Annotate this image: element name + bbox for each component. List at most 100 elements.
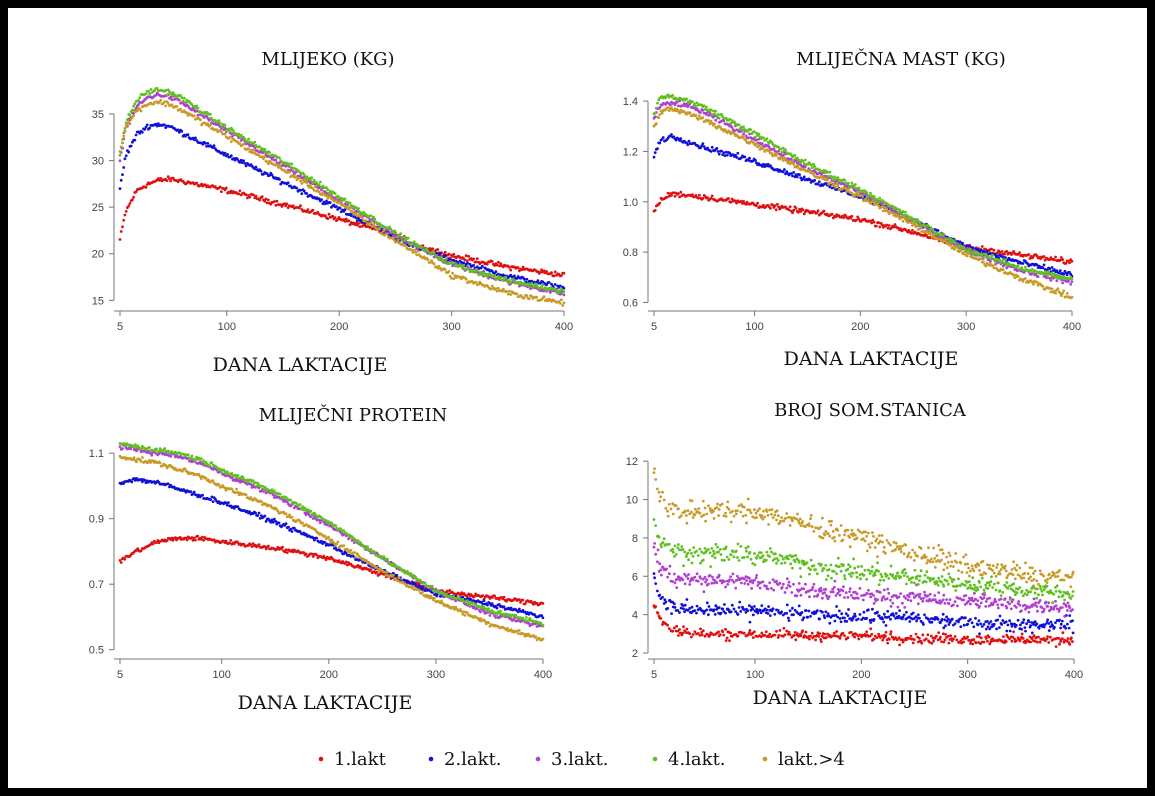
y-tick-label: 0.7 <box>89 579 104 591</box>
panel-title: MLIJEČNA MAST (KG) <box>796 47 1005 70</box>
data-point <box>1061 291 1064 295</box>
data-point <box>539 270 542 274</box>
data-point <box>495 263 499 267</box>
data-point <box>196 106 200 110</box>
data-point <box>1046 274 1049 277</box>
data-point <box>992 248 996 252</box>
data-point <box>128 122 132 126</box>
data-point <box>134 106 138 110</box>
x-tick-label: 400 <box>1063 321 1081 333</box>
data-point <box>302 173 306 177</box>
data-point <box>984 264 988 268</box>
data-point <box>527 285 531 288</box>
data-point <box>654 122 658 126</box>
data-point <box>143 478 147 482</box>
data-point <box>452 277 456 280</box>
data-point <box>148 446 151 449</box>
data-point <box>209 498 213 501</box>
data-point <box>535 295 539 299</box>
data-point <box>452 261 456 265</box>
data-point <box>464 277 468 281</box>
data-point <box>118 159 122 163</box>
data-point <box>451 271 454 275</box>
data-point <box>673 194 677 198</box>
data-point <box>836 176 840 180</box>
data-point <box>493 594 496 598</box>
data-point <box>843 179 847 182</box>
data-point <box>253 140 257 144</box>
data-point <box>515 292 519 296</box>
data-point <box>223 151 227 155</box>
data-point <box>246 196 249 200</box>
data-point <box>305 175 309 179</box>
data-point <box>1062 272 1066 276</box>
data-point <box>254 481 257 484</box>
data-point <box>447 252 451 256</box>
data-point <box>274 158 278 162</box>
data-point <box>536 279 540 282</box>
data-point <box>358 225 362 229</box>
data-point <box>558 284 562 288</box>
data-point <box>326 217 330 221</box>
data-point <box>382 555 386 558</box>
data-point <box>540 285 543 289</box>
data-point <box>366 545 369 548</box>
data-point <box>369 214 373 218</box>
data-point <box>208 112 212 116</box>
data-point <box>495 289 499 293</box>
data-point <box>717 116 721 120</box>
data-point <box>813 165 816 168</box>
data-point <box>195 181 199 185</box>
data-point <box>781 154 785 157</box>
data-point <box>791 160 794 163</box>
data-point <box>279 182 283 186</box>
data-point <box>795 175 799 179</box>
data-point <box>228 130 232 133</box>
data-point <box>798 173 801 177</box>
data-point <box>333 216 337 220</box>
data-point <box>502 605 506 609</box>
data-point <box>164 89 168 92</box>
data-point <box>467 254 471 258</box>
data-point <box>315 181 318 184</box>
data-point <box>776 202 779 206</box>
data-point <box>336 218 339 221</box>
data-point <box>847 181 850 185</box>
data-point <box>874 224 878 228</box>
data-point <box>723 154 727 158</box>
x-tick-label: 100 <box>213 669 231 681</box>
data-point <box>653 209 657 212</box>
data-point <box>1065 273 1069 277</box>
data-point <box>288 170 291 174</box>
data-point <box>373 217 377 221</box>
data-point <box>509 268 513 272</box>
data-point <box>769 206 772 210</box>
data-point <box>869 191 872 195</box>
data-point <box>904 210 907 214</box>
data-point <box>147 89 150 93</box>
data-point <box>179 108 183 111</box>
data-point <box>326 188 330 192</box>
series-1.lakt <box>118 175 566 278</box>
data-point <box>1067 280 1070 283</box>
data-point <box>991 253 995 257</box>
data-point <box>813 178 816 182</box>
data-point <box>242 142 246 146</box>
data-point <box>965 244 969 247</box>
data-point <box>316 210 320 214</box>
data-point <box>436 248 440 251</box>
data-point <box>121 173 124 177</box>
data-point <box>150 453 154 457</box>
data-point <box>298 503 302 506</box>
data-point <box>286 181 290 185</box>
data-point <box>522 277 526 281</box>
y-tick-label: 0.9 <box>89 514 104 526</box>
data-point <box>521 598 525 602</box>
data-point <box>525 294 529 297</box>
data-point <box>553 283 557 286</box>
data-point <box>259 169 263 173</box>
data-point <box>323 541 327 544</box>
data-point <box>436 255 440 259</box>
x-tick-label: 200 <box>320 669 338 681</box>
